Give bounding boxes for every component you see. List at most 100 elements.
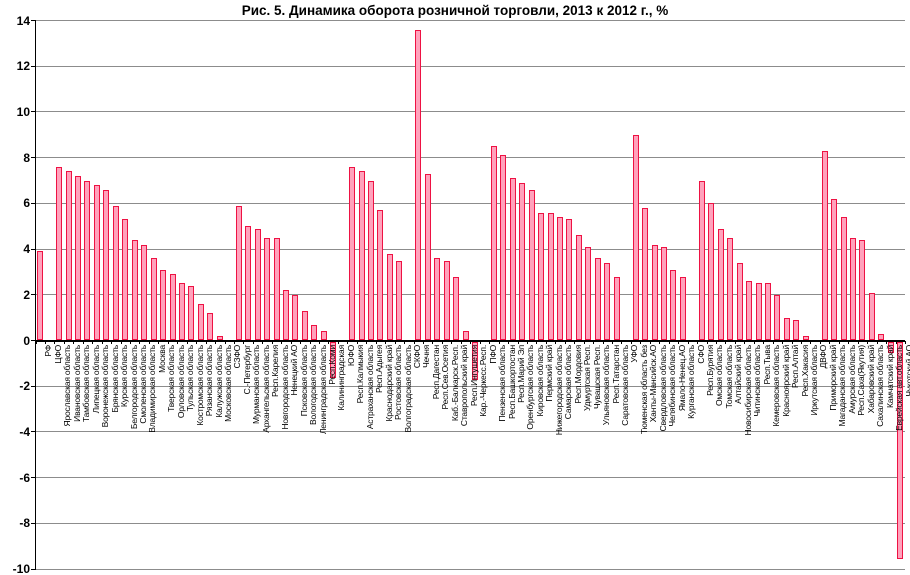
- category-tick: [744, 340, 746, 344]
- bar: [632, 134, 639, 341]
- bar: [783, 317, 790, 341]
- y-axis-tick: [30, 157, 36, 159]
- bar: [368, 180, 374, 341]
- y-grid-line: [35, 477, 905, 479]
- category-tick: [612, 340, 614, 344]
- category-tick: [413, 340, 415, 344]
- bar: [802, 335, 809, 341]
- category-tick: [337, 340, 339, 344]
- bar: [443, 260, 450, 341]
- bar: [131, 239, 138, 341]
- bar: [566, 219, 573, 341]
- bar: [887, 341, 894, 353]
- y-axis-tick: [30, 294, 36, 296]
- bar: [708, 203, 715, 341]
- category-tick: [498, 340, 500, 344]
- y-axis-label: 4: [23, 242, 30, 257]
- bar: [793, 319, 800, 341]
- bar: [585, 246, 592, 341]
- category-tick: [281, 340, 283, 344]
- category-tick: [574, 340, 576, 344]
- category-tick: [555, 340, 557, 344]
- category-tick: [564, 340, 566, 344]
- y-axis-label: -6: [19, 470, 30, 485]
- category-tick: [526, 340, 528, 344]
- bar: [93, 185, 100, 341]
- category-tick: [224, 340, 226, 344]
- y-axis-tick: [30, 65, 36, 67]
- category-tick: [233, 340, 235, 344]
- category-tick: [782, 340, 784, 344]
- y-axis-tick: [30, 248, 36, 250]
- y-axis: [35, 20, 36, 570]
- bar: [764, 283, 771, 341]
- y-grid-line: [35, 248, 905, 250]
- category-tick: [205, 340, 207, 344]
- bar: [292, 294, 299, 341]
- y-axis-label: 10: [16, 104, 30, 119]
- category-tick: [905, 340, 906, 344]
- bar: [840, 217, 847, 341]
- category-tick: [309, 340, 311, 344]
- bar: [831, 198, 838, 341]
- y-axis-tick: [30, 431, 36, 433]
- category-tick: [470, 340, 472, 344]
- y-grid-line: [35, 157, 905, 159]
- bar: [424, 173, 431, 341]
- category-tick: [328, 340, 330, 344]
- bar: [594, 258, 601, 341]
- x-axis-label: РФ: [43, 345, 54, 357]
- category-tick: [687, 340, 689, 344]
- y-axis-label: -8: [19, 516, 30, 531]
- bar: [178, 283, 185, 341]
- category-tick: [886, 340, 888, 344]
- y-grid-line: [35, 111, 905, 113]
- category-tick: [479, 340, 481, 344]
- category-tick: [347, 340, 349, 344]
- bar: [415, 29, 422, 341]
- y-axis-tick: [30, 20, 36, 21]
- category-tick: [243, 340, 245, 344]
- category-tick: [659, 340, 661, 344]
- category-tick: [375, 340, 377, 344]
- y-grid-line: [35, 568, 905, 570]
- bar: [245, 226, 252, 341]
- category-tick: [366, 340, 368, 344]
- category-tick: [697, 340, 699, 344]
- category-tick: [508, 340, 510, 344]
- category-tick: [857, 340, 859, 344]
- chart-title: Рис. 5. Динамика оборота розничной торго…: [241, 3, 669, 18]
- bar: [282, 290, 289, 341]
- category-tick: [867, 340, 869, 344]
- category-tick: [451, 340, 453, 344]
- category-tick: [489, 340, 491, 344]
- category-tick: [356, 340, 358, 344]
- bar: [56, 166, 63, 341]
- bar: [273, 237, 280, 341]
- category-tick: [63, 340, 65, 344]
- bar: [746, 281, 753, 341]
- y-axis-label: -2: [19, 379, 30, 394]
- bar: [349, 166, 356, 341]
- bar: [377, 210, 384, 341]
- bar: [575, 235, 582, 341]
- bar: [538, 212, 545, 341]
- bar: [500, 155, 507, 341]
- category-tick: [725, 340, 727, 344]
- bar: [462, 331, 469, 341]
- bar: [188, 285, 195, 341]
- category-tick: [706, 340, 708, 344]
- category-tick: [252, 340, 254, 344]
- x-axis-label: Чукотский АО: [903, 345, 910, 397]
- category-tick: [177, 340, 179, 344]
- bar: [774, 294, 781, 341]
- y-grid-line: [35, 522, 905, 524]
- bar: [490, 146, 497, 341]
- bar: [897, 341, 904, 559]
- bar: [850, 237, 857, 341]
- bar: [122, 219, 129, 341]
- category-tick: [734, 340, 736, 344]
- y-axis-tick: [30, 477, 36, 479]
- category-tick: [715, 340, 717, 344]
